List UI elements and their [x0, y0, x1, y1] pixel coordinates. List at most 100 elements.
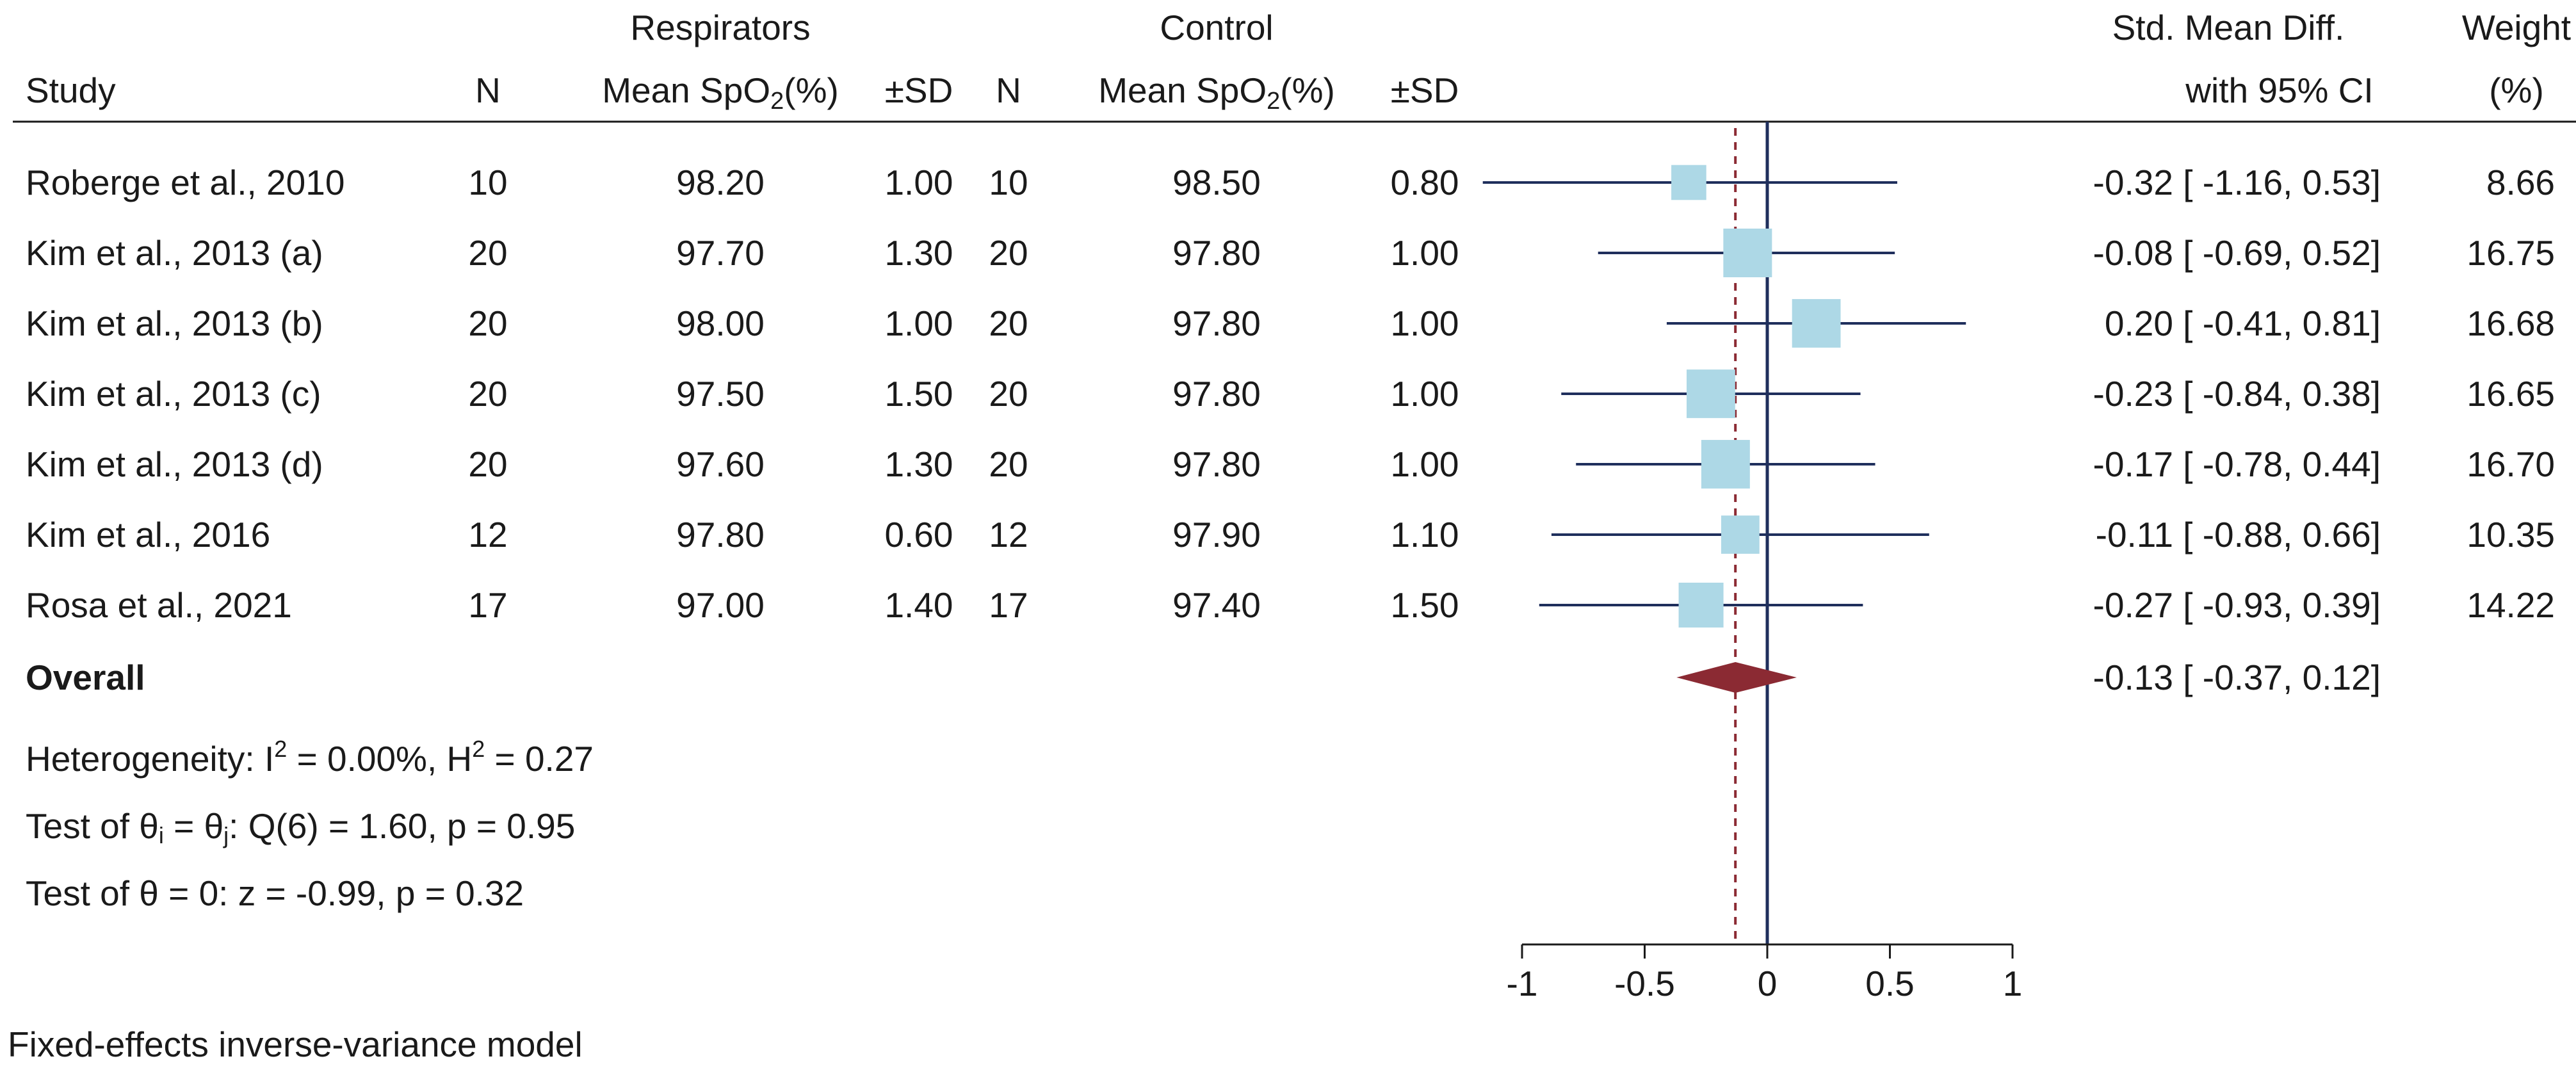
control-group-label: Control	[1160, 8, 1273, 47]
study-row: Kim et al., 2013 (a) 20 97.70 1.30 20 97.80 1.…	[26, 229, 2555, 277]
effect-header-line2: with 95% CI	[2185, 70, 2373, 110]
study-name: Kim et al., 2013 (b)	[26, 304, 323, 343]
sd1-value: 1.00	[884, 163, 953, 202]
n1-header: N	[475, 70, 501, 110]
mean2-header: Mean SpO2(%)	[1098, 70, 1335, 115]
overall-diamond	[1676, 662, 1797, 693]
x-axis: -1 -0.5 0 0.5 1	[1507, 943, 2022, 1003]
effect-marker	[1678, 582, 1724, 628]
n2-value: 20	[989, 374, 1028, 414]
heterogeneity-mid: = 0.00%, H	[287, 739, 472, 779]
n2-value: 17	[989, 585, 1028, 625]
overall-effect-test: Test of θ = 0: z = -0.99, p = 0.32	[26, 873, 524, 913]
mean2-value: 97.80	[1172, 374, 1261, 414]
effect-marker	[1792, 299, 1841, 348]
x-tick-label: 0.5	[1865, 964, 1914, 1003]
n1-value: 12	[468, 515, 507, 555]
study-header: Study	[26, 70, 116, 110]
effect-marker	[1671, 165, 1706, 200]
overall-label: Overall	[26, 658, 145, 697]
n1-value: 17	[468, 585, 507, 625]
mean2-value: 97.40	[1172, 585, 1261, 625]
heterogeneity-suffix: = 0.27	[485, 739, 594, 779]
study-name: Kim et al., 2016	[26, 515, 270, 555]
effect-ci-text: -0.32 [ -1.16, 0.53]	[2093, 163, 2381, 202]
x-tick-label: -0.5	[1614, 964, 1675, 1003]
overall-ci-text: -0.13 [ -0.37, 0.12]	[2093, 658, 2381, 697]
sd2-value: 1.00	[1390, 233, 1459, 273]
study-name: Kim et al., 2013 (a)	[26, 233, 323, 273]
sd2-value: 1.10	[1390, 515, 1459, 555]
sd1-value: 1.00	[884, 304, 953, 343]
study-name: Roberge et al., 2010	[26, 163, 344, 202]
n2-value: 20	[989, 233, 1028, 273]
effect-marker	[1687, 369, 1735, 418]
mean1-value: 97.50	[676, 374, 765, 414]
weight-value: 16.65	[2467, 374, 2555, 414]
mean2-value: 98.50	[1172, 163, 1261, 202]
homogeneity-test-part3: : Q(6) = 1.60, p = 0.95	[229, 806, 575, 846]
x-tick-label: -1	[1507, 964, 1538, 1003]
treatment-group-label: Respirators	[630, 8, 810, 47]
n1-value: 10	[468, 163, 507, 202]
mean1-header-sub: 2	[770, 88, 784, 115]
sd1-value: 1.50	[884, 374, 953, 414]
effect-ci-text: -0.11 [ -0.88, 0.66]	[2096, 515, 2381, 555]
study-row: Kim et al., 2016 12 97.80 0.60 12 97.90 1.10 -0…	[26, 515, 2555, 555]
mean1-value: 98.00	[676, 304, 765, 343]
homogeneity-test-sub-i: i	[159, 822, 164, 848]
mean1-value: 97.60	[676, 444, 765, 484]
weight-header-line2: (%)	[2489, 70, 2544, 110]
heterogeneity-i2-sup: 2	[274, 736, 287, 762]
mean1-header: Mean SpO2(%)	[602, 70, 839, 115]
study-row: Roberge et al., 2010 10 98.20 1.00 10 98.50 0.…	[26, 163, 2555, 202]
sd2-value: 1.00	[1390, 374, 1459, 414]
model-note: Fixed-effects inverse-variance model	[8, 1024, 583, 1064]
n1-value: 20	[468, 304, 507, 343]
study-rows: Roberge et al., 2010 10 98.20 1.00 10 98.50 0.…	[26, 163, 2555, 628]
n2-value: 20	[989, 444, 1028, 484]
n1-value: 20	[468, 444, 507, 484]
x-tick-label: 0	[1758, 964, 1778, 1003]
study-name: Rosa et al., 2021	[26, 585, 292, 625]
effect-marker	[1721, 515, 1760, 554]
mean1-value: 97.80	[676, 515, 765, 555]
study-row: Kim et al., 2013 (c) 20 97.50 1.50 20 97.80 1.…	[26, 369, 2555, 418]
statistics-block: Heterogeneity: I2 = 0.00%, H2 = 0.27 Tes…	[26, 736, 594, 913]
effect-ci-text: -0.17 [ -0.78, 0.44]	[2093, 444, 2381, 484]
heterogeneity-stat: Heterogeneity: I2 = 0.00%, H2 = 0.27	[26, 736, 594, 779]
effect-marker	[1701, 440, 1750, 489]
weight-value: 16.75	[2467, 233, 2555, 273]
mean1-header-prefix: Mean SpO	[602, 70, 770, 110]
homogeneity-test-part2: = θ	[164, 806, 223, 846]
weight-value: 16.68	[2467, 304, 2555, 343]
n2-value: 12	[989, 515, 1028, 555]
mean2-value: 97.80	[1172, 444, 1261, 484]
sd2-value: 1.50	[1390, 585, 1459, 625]
sd1-value: 1.30	[884, 444, 953, 484]
effect-header-line1: Std. Mean Diff.	[2112, 8, 2345, 47]
sd1-value: 1.30	[884, 233, 953, 273]
homogeneity-test-part1: Test of θ	[26, 806, 159, 846]
effect-ci-text: -0.23 [ -0.84, 0.38]	[2093, 374, 2381, 414]
n2-value: 10	[989, 163, 1028, 202]
weight-value: 14.22	[2467, 585, 2555, 625]
mean2-header-prefix: Mean SpO	[1098, 70, 1267, 110]
effect-ci-text: 0.20 [ -0.41, 0.81]	[2105, 304, 2381, 343]
mean1-value: 97.00	[676, 585, 765, 625]
mean2-value: 97.80	[1172, 233, 1261, 273]
homogeneity-test: Test of θi = θj: Q(6) = 1.60, p = 0.95	[26, 806, 575, 848]
mean2-header-suffix: (%)	[1280, 70, 1335, 110]
mean2-header-sub: 2	[1267, 88, 1280, 115]
homogeneity-test-sub-j: j	[223, 822, 229, 848]
mean2-value: 97.80	[1172, 304, 1261, 343]
study-row: Rosa et al., 2021 17 97.00 1.40 17 97.40 1.50 -…	[26, 582, 2555, 628]
heterogeneity-h2-sup: 2	[472, 736, 485, 762]
weight-value: 8.66	[2486, 163, 2555, 202]
mean1-header-suffix: (%)	[784, 70, 839, 110]
sd1-value: 0.60	[884, 515, 953, 555]
effect-ci-text: -0.27 [ -0.93, 0.39]	[2093, 585, 2381, 625]
n1-value: 20	[468, 374, 507, 414]
heterogeneity-prefix: Heterogeneity: I	[26, 739, 274, 779]
